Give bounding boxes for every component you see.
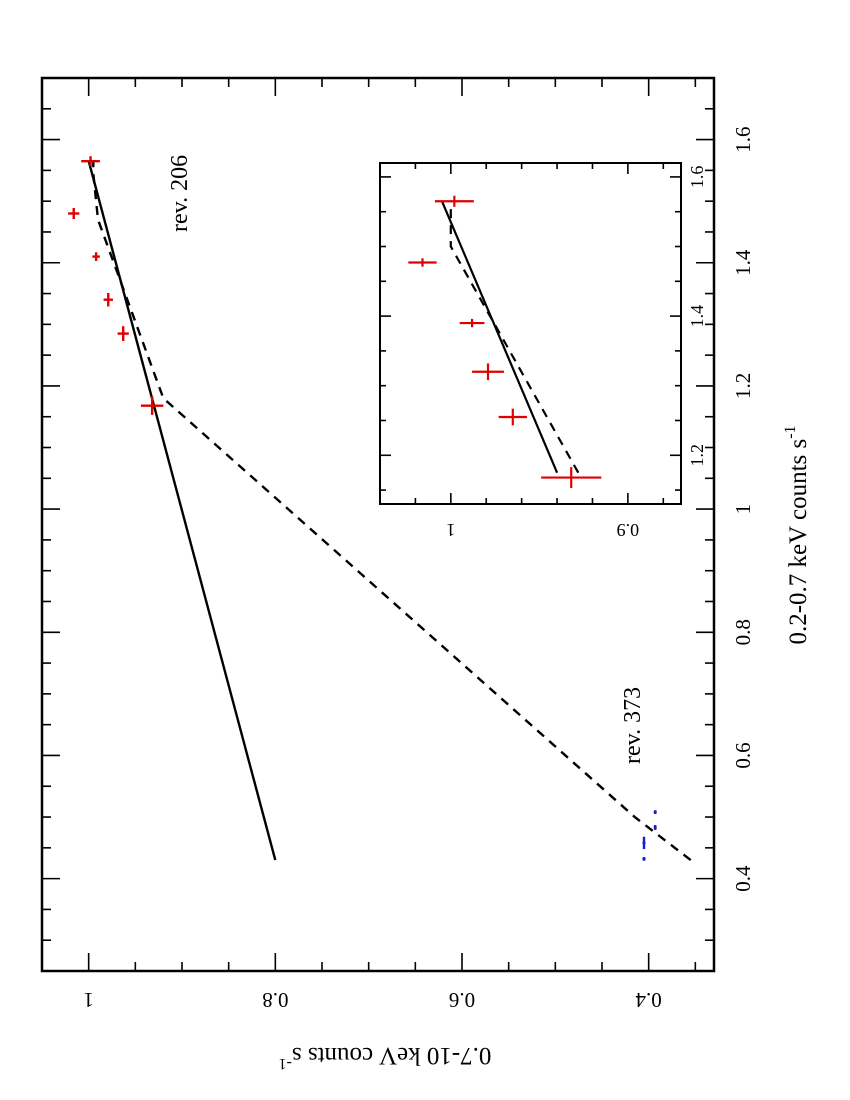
main-x-tick-label: 0.8	[731, 619, 755, 645]
inset-data-point	[408, 258, 437, 267]
main-y-tick-label: 0.8	[262, 988, 288, 1012]
inset-data-point	[472, 363, 504, 381]
inset-x-tick-labels: 1.2 1.4 1.6	[687, 166, 707, 467]
main-x-tick-label: 1.4	[731, 249, 755, 276]
x-axis-label: 0.2-0.7 keV counts s-1	[782, 425, 812, 644]
inset-fit-dashed	[449, 201, 580, 474]
main-y-tick-label: 0.6	[449, 988, 475, 1012]
inset-data-point	[541, 467, 602, 488]
main-x-tick-label: 1.2	[731, 373, 755, 399]
main-x-tick-label: 0.6	[731, 742, 755, 768]
main-data-point	[642, 836, 646, 850]
inset-data-points	[408, 195, 602, 488]
main-data-point	[81, 156, 100, 167]
annotation-rev-373: rev. 373	[620, 687, 646, 764]
main-x-tick-label: 1	[731, 504, 755, 515]
main-x-tick-label: 1.6	[731, 126, 755, 152]
inset-axis-ticks	[379, 163, 681, 504]
main-data-point	[653, 810, 657, 814]
inset-data-point	[498, 408, 527, 426]
main-data-point	[140, 396, 164, 415]
main-fit-lines	[87, 160, 692, 862]
inset-y-tick-label: 0.9	[617, 520, 640, 540]
inset-x-tick-label: 1.6	[687, 166, 707, 189]
inset-fit-lines	[440, 200, 580, 474]
main-y-tick-label: 0.4	[635, 988, 662, 1012]
main-data-point	[642, 857, 646, 861]
inset-plot-frame	[379, 162, 682, 505]
inset-data-point	[434, 195, 474, 207]
inset-fit-solid	[440, 200, 559, 474]
inset-x-tick-label: 1.4	[687, 305, 707, 328]
main-data-point	[92, 252, 100, 261]
y-axis-label-text: 0.7-10 keV counts s	[292, 1042, 492, 1069]
main-data-point	[117, 326, 129, 341]
main-plot-frame	[40, 76, 716, 973]
main-fit-solid	[87, 160, 277, 861]
main-data-point	[103, 292, 113, 307]
main-y-tick-labels: 0.4 0.6 0.8 1	[83, 988, 661, 1012]
x-axis-label-text: 0.2-0.7 keV counts s	[785, 439, 812, 645]
main-x-tick-labels: 0.4 0.6 0.8 1 1.2 1.4 1.6	[731, 126, 755, 891]
annotation-rev-206: rev. 206	[167, 155, 193, 232]
main-x-tick-label: 0.4	[731, 865, 755, 892]
y-axis-label-exponent: -1	[279, 1055, 292, 1072]
x-axis-label-exponent: -1	[782, 425, 799, 438]
main-data-point	[653, 825, 657, 830]
inset-x-tick-label: 1.2	[687, 444, 707, 467]
main-y-tick-label: 1	[83, 988, 94, 1012]
inset-y-tick-labels: 0.91	[446, 520, 639, 540]
y-axis-label: 0.7-10 keV counts s-1	[279, 1042, 492, 1072]
main-axis-ticks	[41, 77, 714, 972]
main-data-point	[68, 207, 80, 220]
main-data-points	[68, 156, 657, 861]
inset-y-tick-label: 1	[446, 520, 455, 540]
inset-data-point	[459, 318, 485, 328]
